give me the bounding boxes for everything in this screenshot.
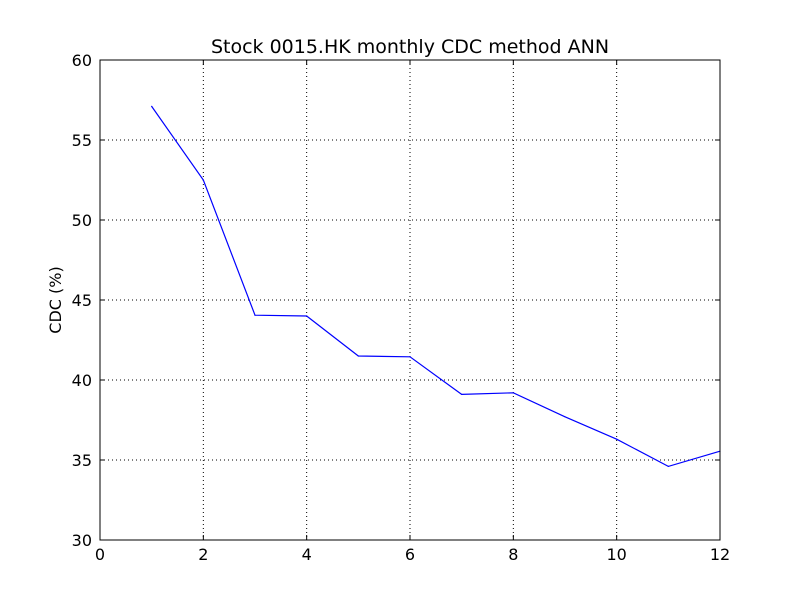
chart-title: Stock 0015.HK monthly CDC method ANN	[211, 36, 609, 58]
data-point	[512, 392, 514, 394]
y-tick-label: 45	[72, 291, 92, 310]
x-tick-label: 10	[606, 545, 626, 564]
y-axis-label: CDC (%)	[46, 266, 65, 333]
plot-area-frame	[99, 59, 721, 541]
data-point	[306, 315, 308, 317]
data-point	[254, 314, 256, 316]
series-line	[151, 106, 721, 468]
y-tick-label: 40	[72, 371, 92, 390]
grid-lines	[100, 60, 720, 540]
data-point	[357, 355, 359, 357]
data-point	[202, 179, 204, 181]
y-tick-label: 55	[72, 131, 92, 150]
x-tick-label: 0	[95, 545, 105, 564]
data-point	[564, 416, 566, 418]
x-tick-label: 6	[405, 545, 415, 564]
data-point	[616, 438, 618, 440]
y-tick-label: 60	[72, 51, 92, 70]
y-tick-label: 30	[72, 531, 92, 550]
data-point	[151, 105, 153, 107]
data-point	[667, 465, 669, 467]
x-tick-label: 12	[710, 545, 730, 564]
x-tick-label: 8	[508, 545, 518, 564]
x-tick-label: 4	[302, 545, 312, 564]
data-point	[461, 393, 463, 395]
x-tick-label: 2	[198, 545, 208, 564]
y-tick-label: 35	[72, 451, 92, 470]
data-point	[409, 356, 411, 358]
y-tick-label: 50	[72, 211, 92, 230]
axis-ticks: 0 2 4 6 8 10 12 30 35 40 45 50 55 60	[72, 51, 731, 564]
